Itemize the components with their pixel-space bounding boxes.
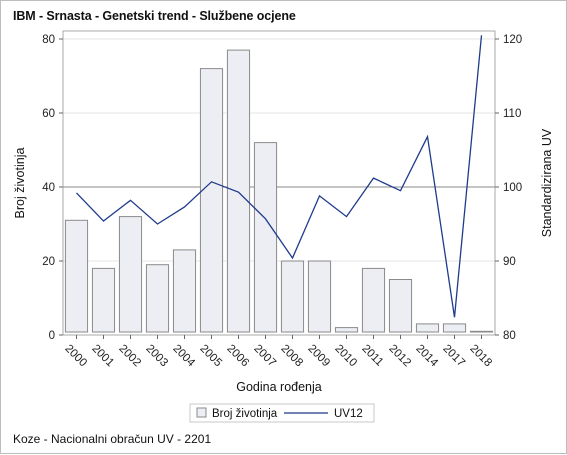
bar-2011 [361,267,386,333]
x-tick-label-2007: 2007 [251,343,278,370]
bar-2004 [172,249,197,333]
x-tick-label-2006: 2006 [224,343,251,370]
left-tick-label-0: 0 [49,330,55,342]
right-axis-label: Standardizirana UV [540,128,554,237]
legend-label-bars: Broj životinja [212,408,278,420]
x-tick-label-2003: 2003 [143,343,170,370]
legend-swatch-bars [196,407,207,418]
x-tick-label-2014: 2014 [413,343,440,370]
x-tick-label-2017: 2017 [440,343,467,370]
x-tick-label-2001: 2001 [89,343,116,370]
left-tick-label-60: 60 [42,108,55,120]
legend-box [189,403,375,423]
x-tick-label-2009: 2009 [305,343,332,370]
right-tick-label-80: 80 [503,330,516,342]
left-tick-label-40: 40 [42,182,55,194]
x-tick-label-2010: 2010 [332,343,359,370]
right-tick-label-100: 100 [503,182,522,194]
bar-2008 [280,260,305,333]
left-axis-label: Broj životinja [13,148,27,219]
bar-2005 [199,68,224,333]
footnote: Koze - Nacionalni obračun UV - 2201 [13,432,212,446]
bar-2001 [91,267,116,333]
x-tick-label-2012: 2012 [386,343,413,370]
left-tick-label-20: 20 [42,256,55,268]
bar-2000 [64,219,89,333]
x-tick-label-2008: 2008 [278,343,305,370]
x-tick-label-2004: 2004 [170,343,197,370]
legend-label-line: UV12 [334,408,363,420]
plot-frame [62,30,496,336]
x-axis-label: Godina rođenja [236,380,322,394]
right-tick-label-120: 120 [503,34,522,46]
bar-2002 [118,216,143,333]
bar-2018 [469,330,494,333]
bar-2003 [145,264,170,333]
bar-2007 [253,142,278,333]
left-tick-label-80: 80 [42,34,55,46]
bar-2012 [388,279,413,333]
chart-title: IBM - Srnasta - Genetski trend - Služben… [13,9,296,23]
bar-2014 [415,323,440,333]
right-tick-label-90: 90 [503,256,516,268]
bar-2006 [226,49,251,333]
x-tick-label-2000: 2000 [62,343,89,370]
x-tick-label-2018: 2018 [467,343,494,370]
bar-2009 [307,260,332,333]
line-series-uv12 [76,35,483,318]
right-tick-label-110: 110 [503,108,521,120]
x-tick-label-2005: 2005 [197,343,224,370]
x-tick-label-2011: 2011 [359,343,385,369]
x-tick-label-2002: 2002 [116,343,143,370]
bar-2010 [334,327,359,333]
bar-2017 [442,323,467,333]
